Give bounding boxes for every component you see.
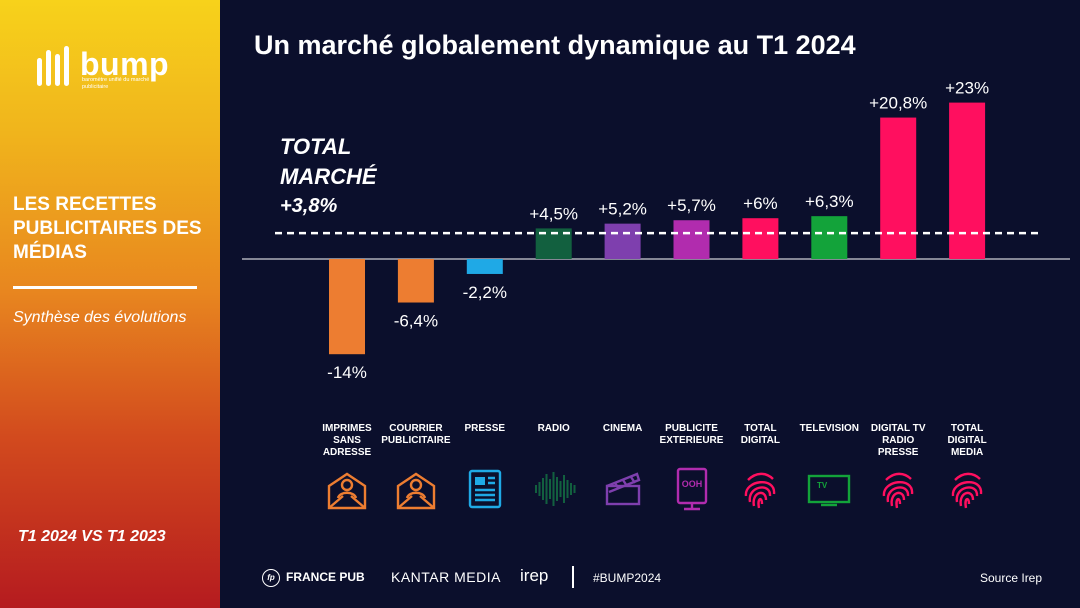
bar-10 [949,102,986,259]
soundwave-icon [532,466,576,512]
francepub-logo: fp FRANCE PUB [262,569,365,587]
sidebar: bump baromètre unifié du marché publicit… [0,0,220,608]
logo-wordmark: bump [80,46,170,82]
billboard-icon: OOH [670,466,714,512]
fingerprint-icon [738,466,782,512]
bar-3 [466,259,503,274]
bar-1 [329,259,365,355]
category-label-5: CINEMA [602,423,643,434]
kantar-logo: KANTAR MEDIA [391,569,501,585]
page-title: Un marché globalement dynamique au T1 20… [254,30,856,60]
value-label-2: -6,4% [394,312,438,331]
category-label-1: IMPRIMES SANS ADRESSE [322,423,372,458]
value-label-1: -14% [327,363,367,382]
footer-source: Source Irep [980,571,1043,585]
category-label-3: PRESSE [464,423,506,434]
value-label-3: -2,2% [463,283,507,302]
letter-icon [325,466,369,512]
francepub-label: FRANCE PUB [286,570,365,585]
footer-separator [572,566,574,588]
total-market-label: TOTAL MARCHÉ [280,134,377,189]
bar-5 [604,223,641,259]
bump-logo-icon [37,46,69,86]
category-label-7: TOTAL DIGITAL [740,423,781,446]
category-label-2: COURRIER PUBLICITAIRE [381,423,451,446]
fingerprint-icon [876,466,920,512]
total-market-value: +3,8% [280,195,338,217]
category-label-4: RADIO [537,423,570,434]
bar-2 [397,259,434,303]
bar-chart: -14% -6,4% -2,2% +4,5% +5,2% +5,7% +6% +6,3% +20… [242,79,1070,382]
category-label-9: DIGITAL TV RADIO PRESSE [870,423,926,458]
value-label-4: +4,5% [529,204,578,223]
footer-hashtag: #BUMP2024 [593,571,662,585]
logo-tagline: baromètre unifié du marché publicitaire [82,77,150,90]
bar-8 [811,216,848,259]
sidebar-heading: LES RECETTES PUBLICITAIRES DES MÉDIAS [13,194,202,263]
svg-text:TV: TV [817,481,828,490]
tv-icon: TV [807,466,851,512]
value-label-10: +23% [945,79,989,98]
main-panel: Un marché globalement dynamique au T1 20… [220,0,1080,608]
svg-text:OOH: OOH [681,479,702,489]
value-label-7: +6% [743,194,778,213]
irep-logo: irep [520,566,549,585]
bar-7 [742,218,779,259]
category-label-10: TOTAL DIGITAL MEDIA [947,423,987,458]
category-label-6: PUBLICITE EXTERIEURE [659,423,724,446]
francepub-mark-icon: fp [262,569,280,587]
newspaper-icon [463,466,507,512]
value-label-8: +6,3% [805,192,854,211]
value-label-6: +5,7% [667,196,716,215]
category-label-8: TELEVISION [799,423,860,434]
clapperboard-icon [601,466,645,512]
letter-icon [394,466,438,512]
value-label-9: +20,8% [869,94,927,113]
value-label-5: +5,2% [598,200,647,219]
bar-9 [880,117,917,259]
sidebar-period: T1 2024 VS T1 2023 [18,528,166,545]
bar-6 [673,220,710,259]
fingerprint-icon [945,466,989,512]
sidebar-subheading: Synthèse des évolutions [13,309,187,326]
sidebar-divider [13,286,197,289]
